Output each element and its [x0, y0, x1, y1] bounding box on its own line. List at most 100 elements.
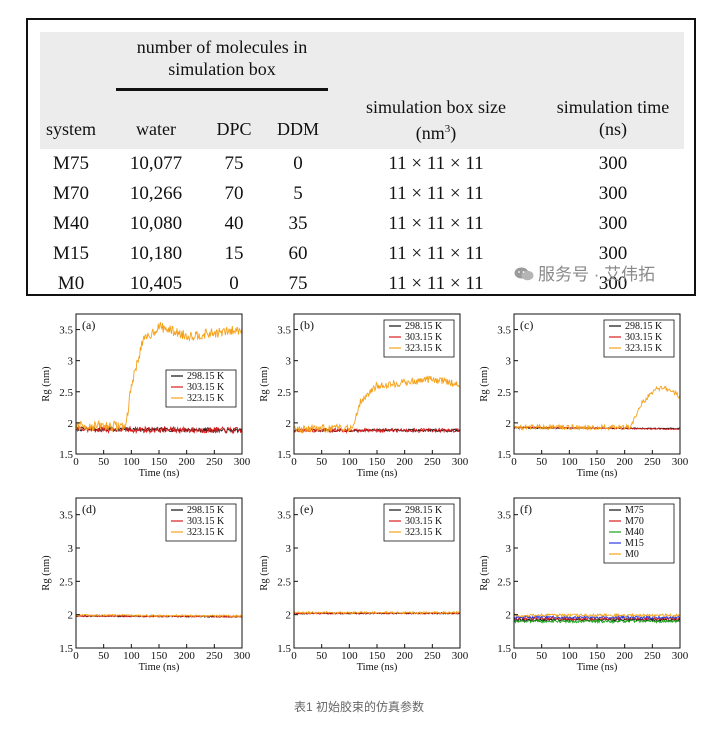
legend-box: [603, 503, 675, 564]
y-tick-label: 3: [286, 543, 292, 555]
col-header-system: system: [45, 119, 96, 139]
x-tick-label: 0: [511, 456, 517, 468]
x-tick-label: 200: [396, 456, 413, 468]
y-tick-label: 1.5: [497, 643, 511, 655]
legend-label: 303.15 K: [405, 516, 443, 527]
col-header-water: water: [136, 119, 176, 139]
x-tick-label: 250: [424, 650, 441, 662]
col-header-time-line1: simulation time: [556, 97, 670, 117]
legend-label: M40: [625, 527, 644, 538]
x-tick-label: 200: [178, 650, 195, 662]
y-tick-label: 2: [68, 610, 74, 622]
cell-box: 11 × 11 × 11: [388, 153, 484, 174]
legend-label: 303.15 K: [625, 332, 663, 343]
x-tick-label: 50: [316, 456, 328, 468]
legend-label: 323.15 K: [187, 393, 225, 404]
y-tick-label: 3: [68, 356, 74, 368]
cell-system: M0: [57, 273, 85, 294]
table-row: M40 10,080 40 35 11 × 11 × 11 300: [28, 209, 694, 239]
x-tick-label: 200: [178, 456, 195, 468]
y-axis-label: Rg (nm): [479, 555, 490, 591]
col-header-box-size-line1: simulation box size: [366, 97, 506, 117]
cell-time: 300: [598, 213, 628, 234]
x-tick-label: 300: [452, 456, 469, 468]
cell-box: 11 × 11 × 11: [388, 243, 484, 264]
x-axis-label: Time (ns): [139, 468, 180, 479]
y-tick-label: 3.5: [59, 510, 73, 522]
x-axis-label: Time (ns): [357, 662, 398, 673]
x-tick-label: 250: [644, 456, 661, 468]
rg-plot-c: 0 50 100 150 200 250 300 1.5 2 2.5 3 3.5 Time (ns) Rg…: [479, 313, 689, 479]
x-tick-label: 0: [511, 650, 517, 662]
y-tick-label: 3: [68, 543, 74, 555]
table-row: M70 10,266 70 5 11 × 11 × 11 300: [28, 179, 694, 209]
y-tick-label: 2: [286, 418, 292, 430]
x-tick-label: 150: [151, 650, 168, 662]
cell-system: M75: [53, 153, 89, 174]
rg-plot-e: 0 50 100 150 200 250 300 1.5 2 2.5 3 3.5 Time (ns) Rg…: [259, 497, 469, 673]
legend-label: 303.15 K: [187, 516, 225, 527]
series-line-323-15-k: [513, 385, 681, 432]
cell-box: 11 × 11 × 11: [388, 213, 484, 234]
cell-system: M15: [53, 243, 89, 264]
panel-label: (d): [82, 502, 96, 516]
y-tick-label: 2: [506, 610, 512, 622]
x-tick-label: 250: [644, 650, 661, 662]
x-tick-label: 100: [123, 650, 140, 662]
x-tick-label: 300: [672, 456, 689, 468]
y-tick-label: 3: [506, 356, 512, 368]
x-tick-label: 300: [234, 650, 251, 662]
cell-ddm: 5: [293, 183, 303, 204]
cell-dpc: 15: [224, 243, 244, 264]
y-tick-label: 2: [506, 418, 512, 430]
y-tick-label: 1.5: [59, 449, 73, 461]
legend-label: 298.15 K: [187, 371, 225, 382]
cell-dpc: 75: [224, 153, 244, 174]
col-header-dpc: DPC: [216, 119, 252, 139]
legend-label: 323.15 K: [625, 343, 663, 354]
cell-dpc: 70: [224, 183, 244, 204]
x-tick-label: 0: [291, 456, 297, 468]
group-header-line-1: number of molecules in: [136, 37, 308, 57]
y-tick-label: 2.5: [497, 387, 511, 399]
y-axis-label: Rg (nm): [259, 366, 270, 402]
cell-ddm: 35: [288, 213, 308, 234]
cell-time: 300: [598, 243, 628, 264]
y-tick-label: 3.5: [277, 325, 291, 337]
legend-label: 298.15 K: [405, 505, 443, 516]
cell-water: 10,080: [129, 213, 183, 234]
y-tick-label: 2.5: [277, 387, 291, 399]
y-tick-label: 2.5: [277, 576, 291, 588]
cell-dpc: 40: [224, 213, 244, 234]
y-axis-label: Rg (nm): [479, 366, 490, 402]
x-axis-label: Time (ns): [577, 662, 618, 673]
x-tick-label: 50: [98, 456, 110, 468]
table-row: M75 10,077 75 0 11 × 11 × 11 300: [28, 149, 694, 179]
x-tick-label: 100: [341, 456, 358, 468]
legend-label: 298.15 K: [187, 505, 225, 516]
y-tick-label: 2: [68, 418, 74, 430]
series-line-303-15-k: [75, 425, 243, 435]
cell-water: 10,405: [129, 273, 183, 294]
col-header-ddm: DDM: [276, 119, 319, 139]
x-tick-label: 50: [536, 456, 548, 468]
watermark-text: 服务号 · 艾伟拓: [538, 265, 656, 284]
series-line-m40: [513, 618, 681, 625]
y-axis-label: Rg (nm): [41, 555, 52, 591]
y-axis-label: Rg (nm): [259, 555, 270, 591]
x-tick-label: 0: [291, 650, 297, 662]
panel-label: (c): [520, 318, 533, 332]
legend-label: M75: [625, 505, 644, 516]
series-line-323-15-k: [75, 613, 243, 618]
col-header-time: simulation time (ns): [538, 96, 688, 140]
cell-time: 300: [598, 273, 628, 294]
x-tick-label: 0: [73, 456, 79, 468]
legend-label: 323.15 K: [405, 527, 443, 538]
x-tick-label: 0: [73, 650, 79, 662]
legend-label: 303.15 K: [187, 382, 225, 393]
x-tick-label: 150: [369, 456, 386, 468]
legend-label: M70: [625, 516, 644, 527]
legend-label: 303.15 K: [405, 332, 443, 343]
cell-box: 11 × 11 × 11: [388, 273, 484, 294]
series-line-m15: [513, 614, 681, 620]
